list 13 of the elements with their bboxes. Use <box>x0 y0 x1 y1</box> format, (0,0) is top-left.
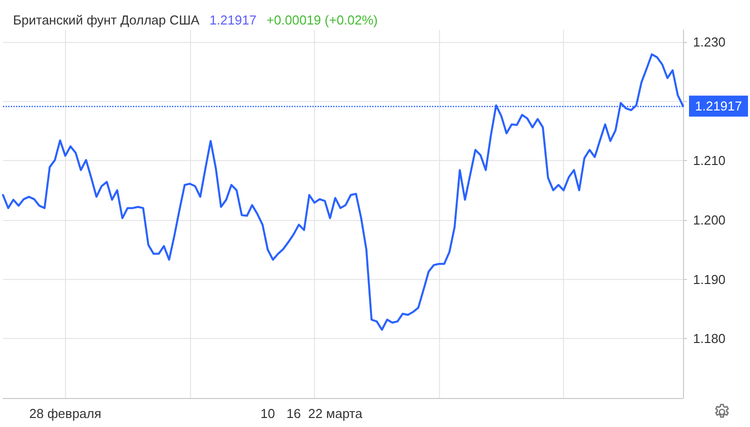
y-tick-label: 1.190 <box>693 272 726 287</box>
chart-subtitle: 1.21917 <box>209 12 256 28</box>
x-tick-label: 22 марта <box>308 406 364 421</box>
y-tick-label: 1.210 <box>693 153 726 168</box>
y-tick-label: 1.200 <box>693 212 726 228</box>
x-tick-label: 10 <box>260 406 275 421</box>
x-tick-label: 16 <box>286 406 301 421</box>
ref-line-label: 1.21917 <box>695 98 742 114</box>
x-tick-label: 28 февраля <box>29 406 102 421</box>
y-tick-label: 1.180 <box>693 331 726 346</box>
text: +0.00019 (+0.02%) <box>266 12 378 28</box>
y-tick-label: 1.230 <box>693 34 726 50</box>
chart-title: Британский фунт Доллар США <box>13 12 200 28</box>
